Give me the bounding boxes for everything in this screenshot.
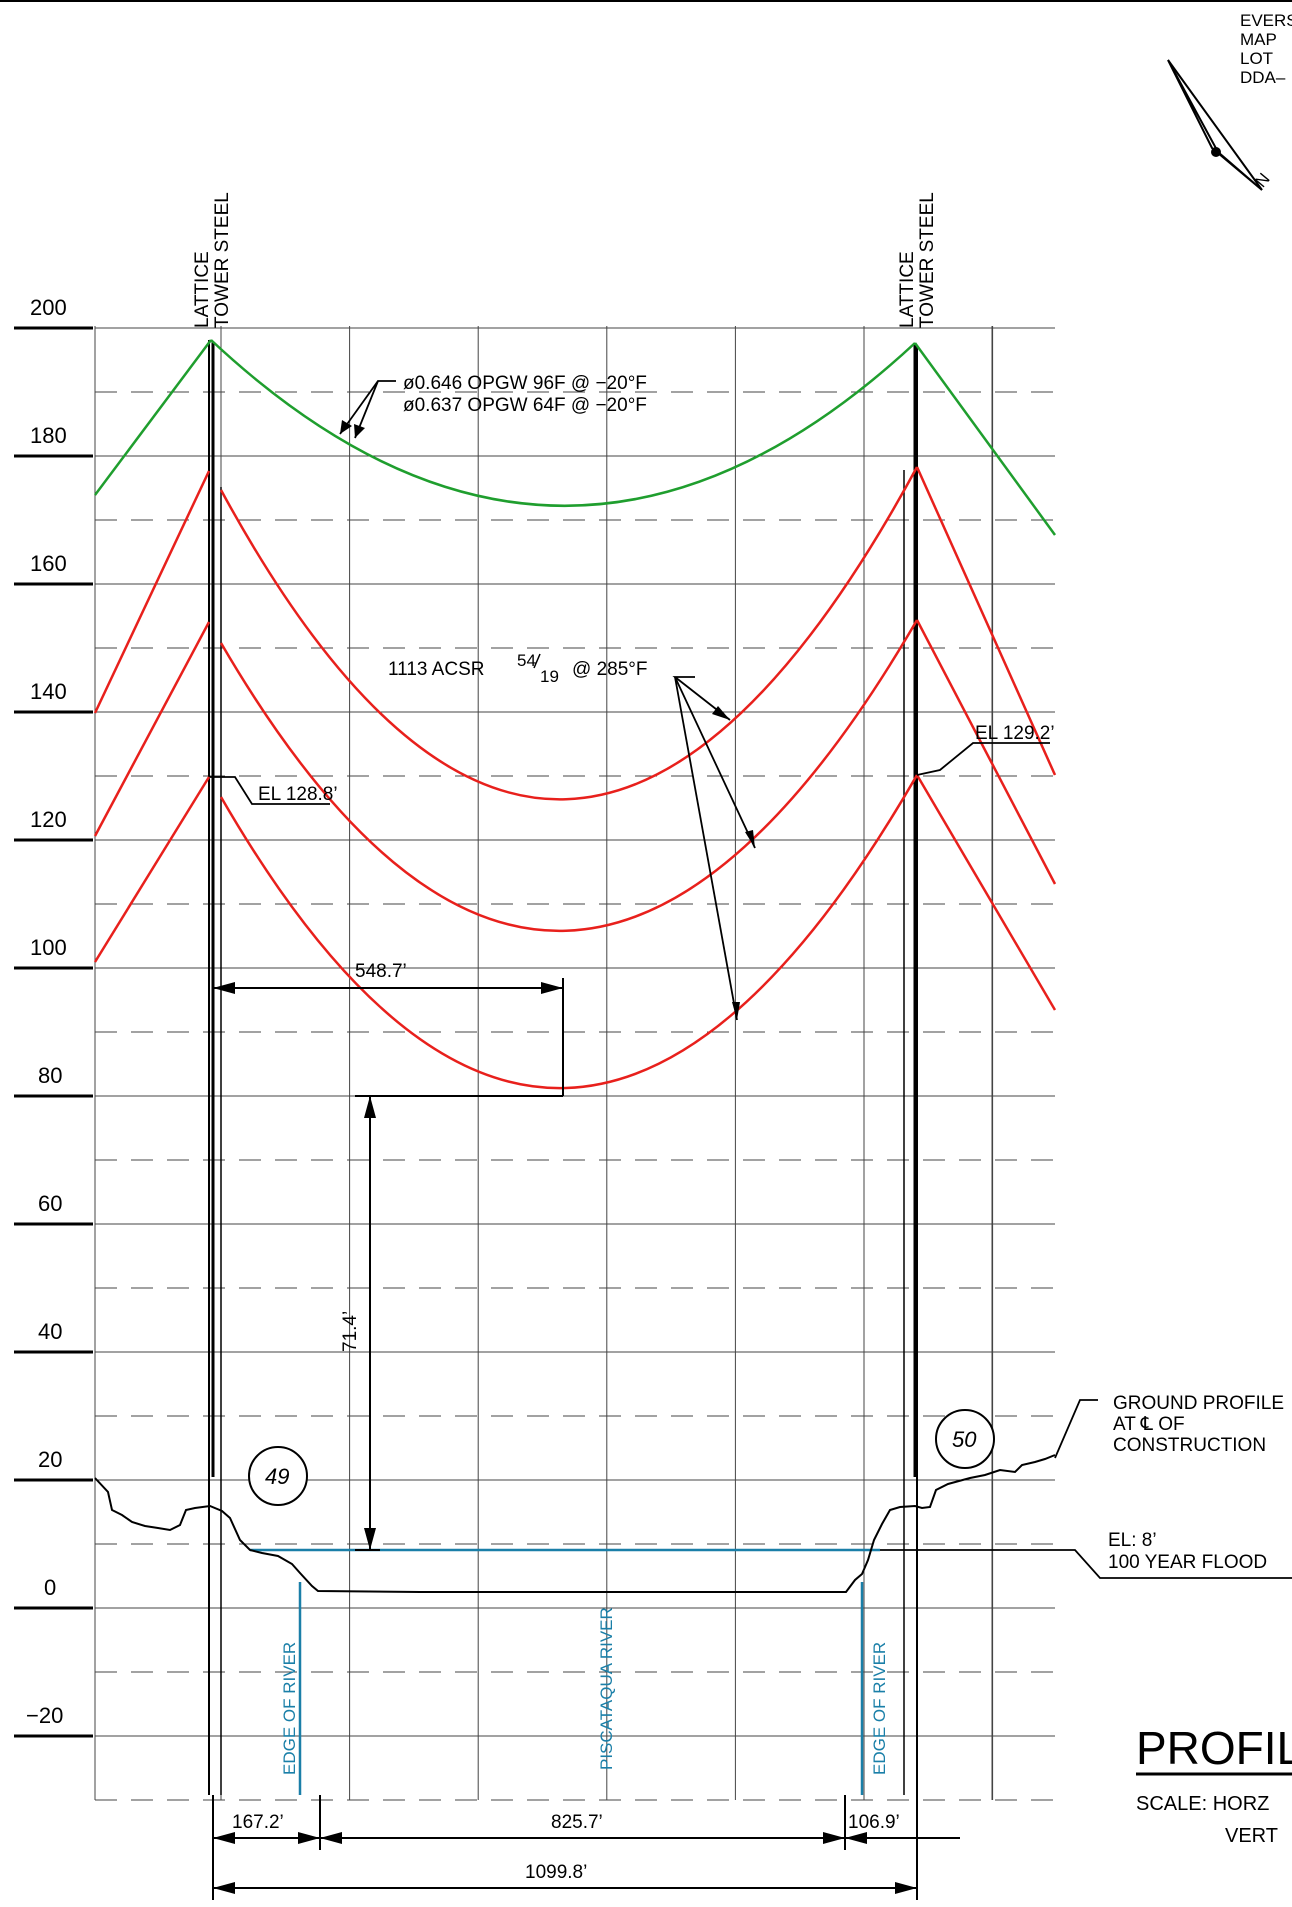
header-line: EVERS (1240, 11, 1292, 30)
ground-profile-label-1: GROUND PROFILE (1113, 1393, 1284, 1414)
tower-label-line2: TOWER STEEL (212, 192, 233, 328)
dim-548-label: 548.7’ (355, 961, 407, 982)
y-tick-label: 40 (38, 1319, 62, 1344)
opgw-label-1: ø0.646 OPGW 96F @ −20°F (403, 373, 647, 394)
shield-wire-main-span (210, 339, 916, 507)
tower-label-line2: TOWER STEEL (917, 192, 938, 328)
conductor-mid (219, 619, 919, 932)
y-tick-label: 180 (30, 423, 67, 448)
ground-profile-label-3: CONSTRUCTION (1113, 1435, 1266, 1456)
edge-of-river-left-label: EDGE OF RIVER (280, 1642, 299, 1775)
scale-horz: SCALE: HORZ (1136, 1793, 1269, 1815)
conductor-left-mid (93, 621, 211, 837)
shield-wire-right-span (913, 342, 1057, 536)
y-tick-label: 60 (38, 1191, 62, 1216)
header-text: EVERS MAP LOT DDA– (1240, 11, 1292, 87)
conductor-right-mid (915, 619, 1057, 885)
acsr-label-sub: 19 (540, 667, 559, 686)
scale-vert: VERT (1225, 1825, 1278, 1847)
shield-wire-left-span (93, 339, 213, 496)
shield-wires (93, 339, 1057, 536)
acsr-label-temp: @ 285°F (572, 659, 647, 680)
y-tick-label: 0 (44, 1575, 56, 1600)
tower-number-49: 49 (248, 1446, 308, 1506)
conductor-right-top (915, 466, 1057, 776)
y-tick-label: 20 (38, 1447, 62, 1472)
y-tick-label: 120 (30, 807, 67, 832)
y-tick-label: 200 (30, 295, 67, 320)
tower-label-50: LATTICE TOWER STEEL (897, 192, 938, 328)
y-tick-label: −20 (26, 1703, 63, 1728)
conductor-bot (219, 774, 919, 1090)
conductor-left-bot (93, 776, 211, 963)
river-name-label: PISCATAQUA RIVER (597, 1607, 616, 1770)
ground-profile (94, 1454, 1056, 1593)
header-line: LOT (1240, 49, 1273, 68)
conductor-left-top (93, 470, 211, 714)
y-tick-label: 80 (38, 1063, 62, 1088)
dim-167-label: 167.2’ (232, 1812, 284, 1833)
dimension-lines (212, 978, 960, 1900)
dim-1099-label: 1099.8’ (525, 1862, 587, 1883)
dim-106-label: 106.9’ (848, 1812, 900, 1833)
header-line: DDA– (1240, 68, 1286, 87)
north-letter: N (1251, 169, 1273, 191)
tower-label-line1: LATTICE (192, 251, 213, 328)
tower-number-50: 50 (935, 1409, 995, 1469)
tower-number-49-text: 49 (265, 1464, 289, 1489)
title-text: PROFIL (1136, 1722, 1292, 1774)
tower-label-line1: LATTICE (897, 251, 918, 328)
leader-lines (210, 380, 1292, 1579)
el-right-label: EL 129.2’ (975, 723, 1055, 744)
ground-profile-label-2: AT ℄ OF (1113, 1414, 1185, 1435)
grid (14, 326, 1055, 1801)
edge-of-river-right-label: EDGE OF RIVER (870, 1642, 889, 1775)
tower-number-50-text: 50 (952, 1427, 977, 1452)
conductor-top (219, 466, 919, 801)
header-line: MAP (1240, 30, 1277, 49)
y-tick-label: 160 (30, 551, 67, 576)
flood-label-1: EL: 8’ (1108, 1530, 1157, 1551)
y-tick-label: 140 (30, 679, 67, 704)
acsr-fraction-slash (533, 653, 541, 669)
conductor-right-bot (915, 774, 1057, 1011)
acsr-label-main: 1113 ACSR (388, 659, 484, 680)
acsr-label: 1113 ACSR 54 19 @ 285°F (388, 651, 647, 686)
dim-825-label: 825.7’ (551, 1812, 603, 1833)
y-axis: 200 180 160 140 120 100 80 60 40 20 0 −2… (26, 295, 67, 1728)
acsr-label-sup: 54 (517, 651, 536, 670)
flood-label-2: 100 YEAR FLOOD (1108, 1552, 1267, 1573)
dim-71-label: 71.4’ (340, 1311, 361, 1352)
tower-structures (208, 340, 918, 1795)
dimension-arrows (213, 420, 917, 1894)
title-block: PROFIL SCALE: HORZ VERT (1136, 1722, 1292, 1847)
el-left-label: EL 128.8’ (258, 784, 338, 805)
opgw-label-2: ø0.637 OPGW 64F @ −20°F (403, 395, 647, 416)
y-tick-label: 100 (30, 935, 67, 960)
tower-label-49: LATTICE TOWER STEEL (192, 192, 233, 328)
conductors (93, 466, 1057, 1090)
